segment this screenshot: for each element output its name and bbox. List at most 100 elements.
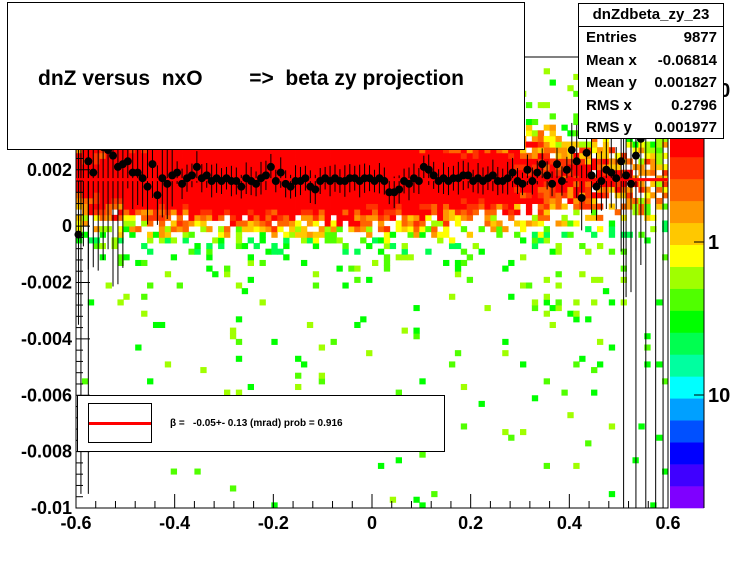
x-tick-label: -0.4 — [159, 513, 190, 533]
heatmap-cell — [502, 338, 509, 345]
heatmap-cell — [425, 147, 432, 154]
heatmap-cell — [324, 209, 331, 216]
heatmap-cell — [87, 197, 95, 204]
heatmap-cell — [247, 209, 254, 216]
heatmap-cell — [330, 158, 337, 165]
heatmap-cell — [401, 169, 408, 176]
heatmap-cell — [182, 197, 189, 204]
heatmap-cell — [295, 192, 302, 199]
heatmap-cell — [336, 147, 343, 154]
heatmap-cell — [502, 186, 509, 193]
heatmap-cell — [152, 147, 160, 154]
heatmap-cell — [383, 152, 391, 159]
heatmap-cell — [312, 214, 320, 221]
heatmap-cell — [638, 186, 645, 193]
heatmap-cell — [312, 243, 320, 250]
heatmap-cell — [330, 147, 337, 154]
heatmap-cell — [141, 197, 148, 204]
heatmap-cell — [561, 181, 568, 188]
heatmap-cell — [111, 203, 118, 210]
heatmap-cell — [579, 243, 586, 250]
heatmap-cell — [229, 327, 237, 334]
heatmap-cell — [354, 203, 361, 210]
heatmap-cell — [318, 147, 326, 154]
heatmap-cell — [460, 181, 468, 188]
heatmap-cell — [585, 158, 592, 165]
heatmap-cell — [147, 248, 154, 255]
heatmap-cell — [318, 152, 326, 159]
heatmap-cell — [650, 141, 657, 148]
heatmap-cell — [419, 158, 426, 165]
heatmap-cell — [555, 203, 562, 210]
heatmap-cell — [93, 181, 101, 188]
heatmap-cell — [152, 231, 160, 238]
heatmap-cell — [176, 147, 183, 154]
heatmap-cell — [395, 147, 402, 154]
heatmap-cell — [372, 259, 379, 266]
heatmap-cell — [638, 158, 645, 165]
heatmap-cell — [194, 468, 201, 475]
heatmap-cell — [354, 147, 361, 154]
heatmap-cell — [650, 158, 657, 165]
heatmap-cell — [324, 164, 331, 171]
heatmap-cell — [389, 231, 397, 238]
heatmap-cell — [212, 237, 219, 244]
palette-swatch — [670, 135, 704, 158]
heatmap-cell — [135, 186, 142, 193]
heatmap-cell — [300, 158, 308, 165]
heatmap-cell — [247, 226, 254, 233]
heatmap-cell — [514, 147, 521, 154]
heatmap-cell — [596, 164, 604, 171]
heatmap-cell — [324, 220, 331, 227]
heatmap-cell — [525, 158, 533, 165]
heatmap-cell — [241, 164, 249, 171]
heatmap-cell — [105, 192, 112, 199]
heatmap-cell — [407, 214, 414, 221]
heatmap-cell — [508, 181, 515, 188]
heatmap-cell — [443, 209, 450, 216]
heatmap-cell — [129, 214, 136, 221]
heatmap-cell — [312, 152, 320, 159]
heatmap-cell — [591, 389, 598, 396]
heatmap-cell — [472, 152, 479, 159]
heatmap-cell — [419, 220, 426, 227]
heatmap-cell — [508, 259, 515, 266]
heatmap-cell — [543, 231, 550, 238]
heatmap-cell — [573, 310, 580, 317]
heatmap-cell — [525, 186, 533, 193]
heatmap-cell — [555, 169, 562, 176]
heatmap-cell — [490, 164, 497, 171]
heatmap-cell — [318, 158, 326, 165]
heatmap-cell — [354, 248, 361, 255]
heatmap-cell — [271, 231, 278, 238]
heatmap-cell — [283, 203, 290, 210]
heatmap-cell — [76, 169, 83, 176]
palette-swatch — [670, 266, 704, 289]
heatmap-cell — [366, 276, 373, 283]
heatmap-cell — [662, 186, 669, 193]
heatmap-cell — [472, 209, 479, 216]
profile-point — [548, 179, 557, 188]
heatmap-cell — [81, 169, 89, 176]
stats-key: RMS x — [586, 96, 632, 114]
heatmap-cell — [454, 271, 462, 278]
heatmap-cell — [348, 147, 355, 154]
heatmap-cell — [295, 209, 302, 216]
heatmap-cell — [525, 119, 533, 126]
heatmap-cell — [123, 214, 130, 221]
heatmap-cell — [348, 265, 355, 272]
heatmap-cell — [141, 310, 148, 317]
heatmap-cell — [241, 209, 249, 216]
heatmap-cell — [567, 164, 574, 171]
profile-point — [301, 174, 310, 183]
heatmap-cell — [567, 169, 574, 176]
heatmap-cell — [437, 237, 444, 244]
heatmap-cell — [348, 152, 355, 159]
heatmap-cell — [271, 203, 278, 210]
heatmap-cell — [318, 164, 326, 171]
heatmap-cell — [241, 243, 249, 250]
profile-point — [163, 179, 172, 188]
heatmap-cell — [608, 220, 616, 227]
heatmap-cell — [348, 158, 355, 165]
heatmap-cell — [224, 186, 231, 193]
